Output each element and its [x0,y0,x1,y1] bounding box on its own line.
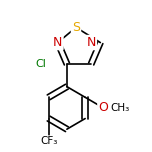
Text: S: S [72,21,80,34]
Text: CH₃: CH₃ [111,103,130,113]
Text: N: N [53,36,62,49]
Text: O: O [98,101,108,114]
Text: N: N [86,36,96,49]
Text: CF₃: CF₃ [40,136,57,146]
Text: Cl: Cl [36,59,47,69]
